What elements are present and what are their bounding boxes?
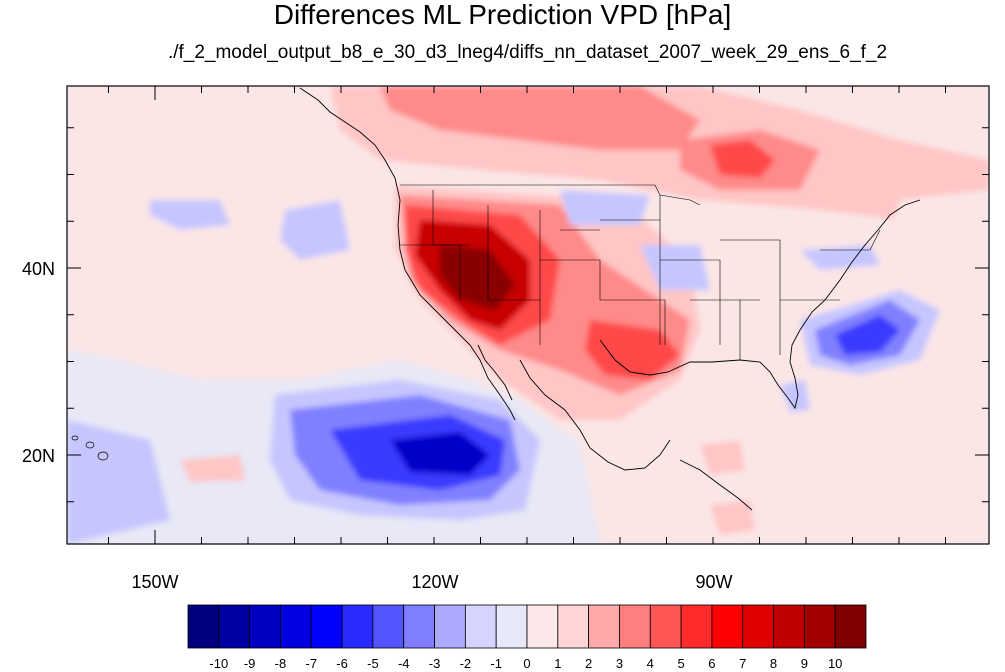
colorbar-swatch [403, 604, 435, 649]
colorbar-swatch [218, 604, 251, 649]
field-region-light-blue [780, 380, 810, 412]
field-region-blue [835, 315, 900, 355]
colorbar-label: 8 [770, 656, 777, 671]
colorbar-swatch [372, 604, 405, 649]
field-region-red [710, 140, 775, 178]
field-region-pink [700, 440, 745, 475]
colorbar-swatch [434, 604, 466, 649]
colorbar-swatch [557, 604, 590, 649]
colorbar-swatch [249, 604, 281, 649]
colorbar-swatch [742, 604, 774, 649]
lat-label-40n: 40N [22, 259, 55, 279]
lon-label-120w: 120W [411, 572, 458, 592]
colorbar-label: 0 [523, 656, 530, 671]
hawaii-islands [71, 435, 109, 461]
field-region-light-blue [67, 420, 170, 544]
colorbar-label: -9 [244, 656, 256, 671]
colorbar-swatch [187, 604, 220, 649]
lon-label-150w: 150W [131, 572, 178, 592]
colorbar-swatch [649, 604, 682, 649]
field-region-pink [710, 500, 755, 535]
colorbar-label: -2 [460, 656, 472, 671]
colorbar [187, 604, 867, 649]
colorbar-label: -1 [490, 656, 502, 671]
colorbar-label: 2 [585, 656, 592, 671]
colorbar-swatch [680, 604, 713, 649]
colorbar-label: 4 [647, 656, 654, 671]
colorbar-label: -4 [398, 656, 410, 671]
field-region-light-blue [150, 200, 230, 230]
field-region-med-red [380, 86, 700, 150]
colorbar-label: -10 [209, 656, 228, 671]
colorbar-label: -3 [429, 656, 441, 671]
colorbar-swatch [464, 604, 497, 649]
coastlines [299, 87, 921, 511]
colorbar-labels: -10 -9 -8 -7 -6 -5 -4 -3 -2 -1 0 1 2 3 4 5 6 7 8 9 10 [209, 656, 842, 671]
colorbar-swatch [495, 604, 528, 649]
colorbar-label: 6 [708, 656, 715, 671]
field-region-light-pink [880, 190, 989, 300]
colorbar-label: 3 [616, 656, 623, 671]
field-region-dark-blue [390, 432, 490, 475]
colorbar-label: 10 [828, 656, 842, 671]
field-region-red [585, 320, 680, 380]
colorbar-label: -8 [275, 656, 287, 671]
colorbar-swatch [310, 604, 343, 649]
lon-label-90w: 90W [695, 572, 732, 592]
colorbar-swatch [619, 604, 651, 649]
colorbar-label: -5 [367, 656, 379, 671]
colorbar-label: 9 [801, 656, 808, 671]
colorbar-label: -7 [305, 656, 317, 671]
colorbar-swatch [803, 604, 836, 649]
field-region-light-pink [560, 340, 989, 544]
colorbar-swatch [834, 604, 867, 649]
colorbar-label: 1 [554, 656, 561, 671]
colorbar-label: -6 [336, 656, 348, 671]
field-region-pink [180, 455, 245, 482]
field-region-light-blue [280, 200, 350, 260]
field-region-light-pink [67, 86, 340, 280]
colorbar-swatch [280, 604, 312, 649]
colorbar-label: 7 [739, 656, 746, 671]
colorbar-label: 5 [677, 656, 684, 671]
colorbar-swatch [526, 604, 559, 649]
colorbar-swatch [588, 604, 620, 649]
colorbar-swatch [773, 604, 805, 649]
lat-label-20n: 20N [22, 446, 55, 466]
state-borders [400, 184, 881, 360]
colorbar-swatch [341, 604, 374, 649]
field-region-light-blue [560, 190, 650, 225]
field-region-deep-red [440, 245, 515, 310]
colorbar-swatch [711, 604, 744, 649]
field-layer [67, 86, 989, 544]
axis-ticks [67, 86, 989, 544]
field-region-light-blue [640, 245, 710, 290]
chart-title: Differences ML Prediction VPD [hPa] [273, 0, 732, 30]
chart-subtitle: ./f_2_model_output_b8_e_30_d3_lneg4/diff… [167, 42, 888, 63]
